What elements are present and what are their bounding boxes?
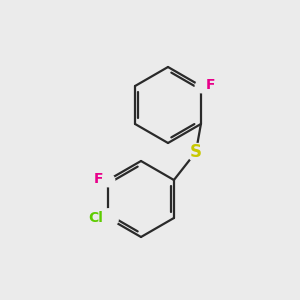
- Text: S: S: [190, 143, 202, 161]
- Text: F: F: [206, 78, 215, 92]
- Text: Cl: Cl: [88, 211, 103, 225]
- Text: F: F: [94, 172, 103, 186]
